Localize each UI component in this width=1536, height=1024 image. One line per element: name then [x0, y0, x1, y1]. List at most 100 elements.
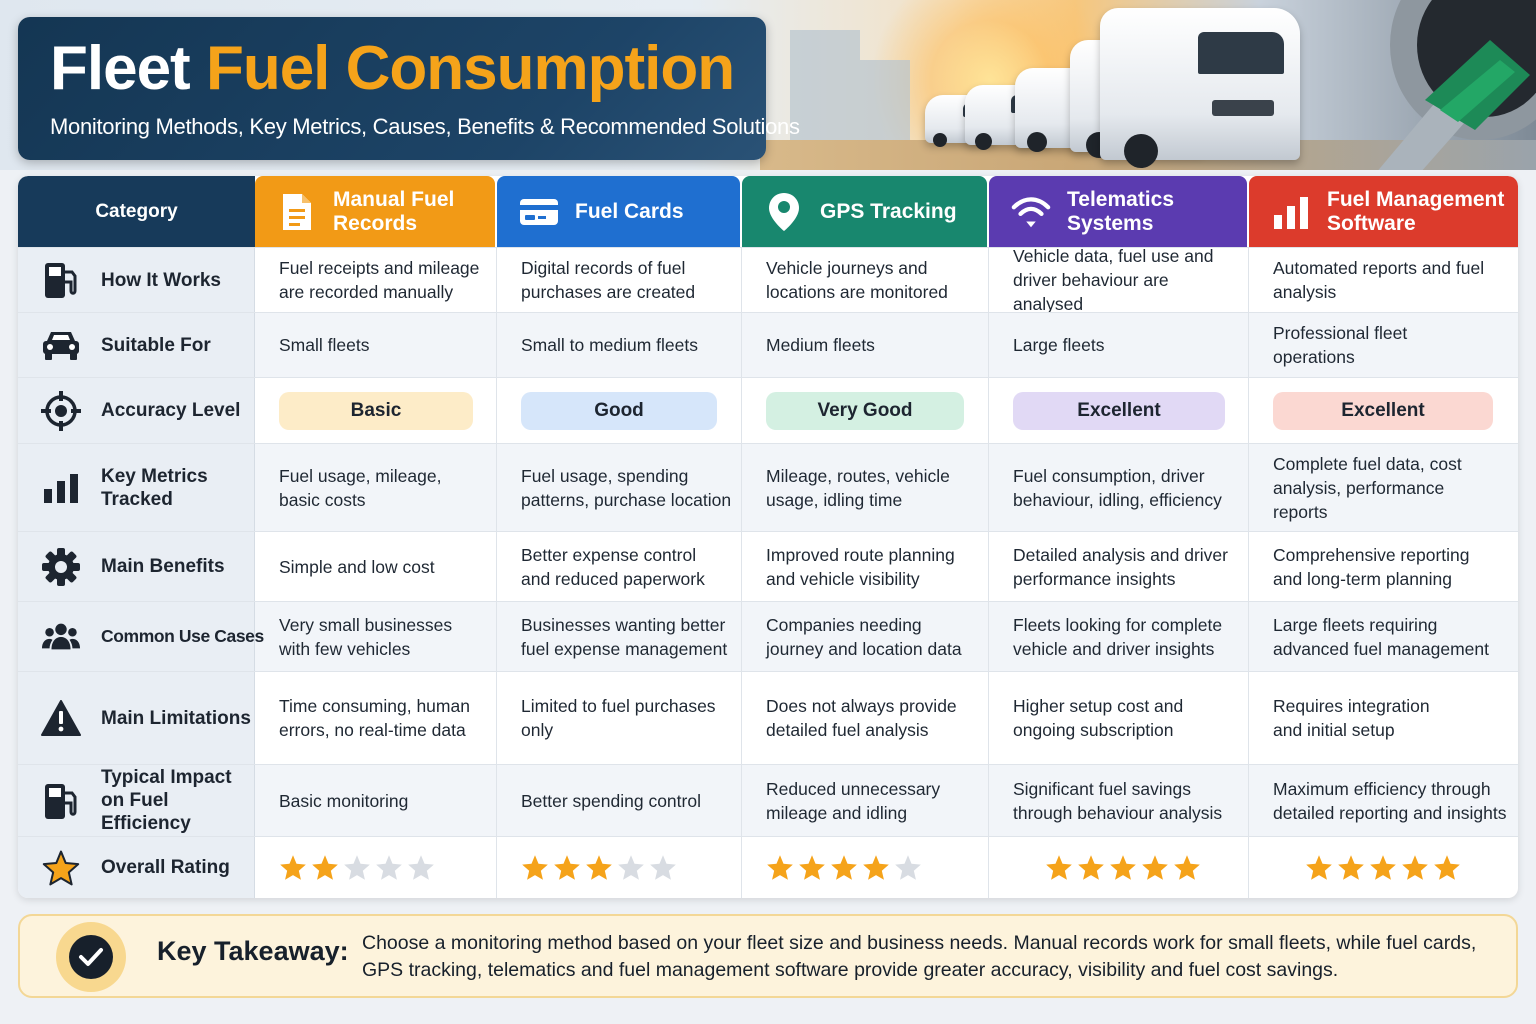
- check-icon: [69, 935, 113, 979]
- background-building: [860, 60, 910, 145]
- table-cell: Large fleets: [989, 313, 1249, 377]
- star-empty-icon: [895, 855, 921, 880]
- star-rating: [279, 854, 435, 881]
- star-filled-icon: [586, 855, 612, 880]
- row-header: Accuracy Level: [18, 378, 255, 443]
- table-row-common-use-cases: Common Use Cases Very small businesses w…: [18, 601, 1518, 671]
- table-cell: Basic: [255, 378, 497, 443]
- table-cell: Vehicle journeys and locations are monit…: [742, 248, 989, 312]
- table-cell: Simple and low cost: [255, 532, 497, 601]
- table-cell: Excellent: [1249, 378, 1518, 443]
- star-filled-icon: [831, 855, 857, 880]
- column-header-label: Manual Fuel Records: [333, 187, 455, 235]
- accuracy-badge: Very Good: [766, 391, 964, 430]
- table-cell: Time consuming, human errors, no real-ti…: [255, 672, 497, 764]
- column-header-telematics-systems: Telematics Systems: [989, 176, 1247, 247]
- star-filled-icon: [1402, 855, 1428, 880]
- star-filled-icon: [1142, 855, 1168, 880]
- table-cell: Improved route planning and vehicle visi…: [742, 532, 989, 601]
- page-subtitle: Monitoring Methods, Key Metrics, Causes,…: [50, 114, 800, 139]
- row-label: Main Benefits: [101, 556, 225, 577]
- table-cell: Professional fleet operations: [1273, 323, 1408, 367]
- title-card: Fleet Fuel Consumption Monitoring Method…: [18, 17, 800, 160]
- star-rating: [766, 854, 922, 881]
- star-filled-icon: [1370, 855, 1396, 880]
- row-label: Common Use Cases: [101, 626, 264, 646]
- table-cell: Very small businesses with few vehicles: [255, 602, 497, 671]
- star-rating: [1045, 854, 1201, 881]
- table-row-accuracy-level: Accuracy Level Basic Good Very Good Exce…: [18, 377, 1518, 443]
- check-badge: [56, 922, 126, 992]
- row-header: Common Use Cases: [18, 602, 264, 671]
- table-row-how-it-works: How It Works Fuel receipts and mileage a…: [18, 246, 1518, 314]
- row-header: How It Works: [18, 248, 255, 312]
- table-cell: Maximum efficiency through detailed repo…: [1273, 778, 1507, 823]
- star-filled-icon: [1434, 855, 1460, 880]
- gear-icon: [41, 547, 81, 587]
- document-icon: [277, 192, 317, 232]
- bar-chart-icon: [41, 473, 81, 503]
- table-cell: Comprehensive reporting and long-term pl…: [1273, 544, 1470, 589]
- takeaway-label: Key Takeaway:: [157, 936, 349, 966]
- row-label: How It Works: [101, 269, 221, 291]
- fuel-pump-icon: [41, 781, 81, 821]
- table-cell: Medium fleets: [742, 313, 989, 377]
- accuracy-badge: Excellent: [1273, 391, 1493, 430]
- table-cell: Reduced unnecessary mileage and idling: [742, 765, 989, 836]
- table-cell: Businesses wanting better fuel expense m…: [497, 602, 742, 671]
- accuracy-badge: Good: [521, 391, 717, 430]
- table-cell: [742, 837, 989, 898]
- takeaway-text: Choose a monitoring method based on your…: [362, 932, 1477, 981]
- key-takeaway-box: Key Takeaway: Choose a monitoring method…: [18, 914, 1518, 998]
- star-icon: [41, 850, 81, 886]
- table-cell: Detailed analysis and driver performance…: [989, 532, 1249, 601]
- table-cell: Better expense control and reduced paper…: [497, 532, 742, 601]
- star-rating: [521, 854, 677, 881]
- table-cell: Better spending control: [497, 765, 742, 836]
- row-header: Key Metrics Tracked: [18, 444, 255, 531]
- category-header-label: Category: [95, 200, 178, 222]
- table-row-key-metrics: Key Metrics Tracked Fuel usage, mileage,…: [18, 443, 1518, 531]
- table-cell: [255, 837, 497, 898]
- star-filled-icon: [280, 855, 306, 880]
- star-filled-icon: [312, 855, 338, 880]
- star-filled-icon: [863, 855, 889, 880]
- wifi-icon: [1011, 192, 1051, 232]
- table-cell: Small fleets: [255, 313, 497, 377]
- table-cell: Large fleets requiring advanced fuel man…: [1273, 614, 1489, 659]
- star-empty-icon: [344, 855, 370, 880]
- row-header: Main Limitations: [18, 672, 255, 764]
- title-main: Fleet: [50, 34, 191, 103]
- star-filled-icon: [522, 855, 548, 880]
- table-cell: Complete fuel data, cost analysis, perfo…: [1273, 453, 1462, 522]
- star-filled-icon: [1110, 855, 1136, 880]
- crosshair-icon: [41, 390, 81, 431]
- table-cell: Higher setup cost and ongoing subscripti…: [989, 672, 1249, 764]
- table-cell: Limited to fuel purchases only: [497, 672, 742, 764]
- star-empty-icon: [618, 855, 644, 880]
- table-cell: [497, 837, 742, 898]
- fuel-pump-icon: [41, 260, 81, 300]
- warning-icon: [41, 700, 81, 736]
- star-filled-icon: [1078, 855, 1104, 880]
- table-row-suitable-for: Suitable For Small fleets Small to mediu…: [18, 312, 1518, 377]
- row-label: Key Metrics Tracked: [101, 465, 208, 510]
- table-cell: Excellent: [989, 378, 1249, 443]
- table-row-typical-impact: Typical Impact on Fuel Efficiency Basic …: [18, 764, 1518, 836]
- category-header: Category: [18, 176, 255, 247]
- row-label: Typical Impact on Fuel Efficiency: [101, 767, 232, 834]
- row-label: Accuracy Level: [101, 400, 241, 421]
- row-header: Overall Rating: [18, 837, 255, 898]
- table-row-main-benefits: Main Benefits Simple and low cost Better…: [18, 531, 1518, 601]
- column-header-label: GPS Tracking: [820, 199, 957, 223]
- star-filled-icon: [1306, 855, 1332, 880]
- table-cell: Good: [497, 378, 742, 443]
- star-rating: [1305, 854, 1461, 881]
- star-filled-icon: [1174, 855, 1200, 880]
- column-header-manual-fuel-records: Manual Fuel Records: [255, 176, 495, 247]
- table-row-overall-rating: Overall Rating: [18, 836, 1518, 898]
- table-cell: Automated reports and fuel analysis: [1273, 258, 1485, 302]
- table-cell: Digital records of fuel purchases are cr…: [497, 248, 742, 312]
- star-empty-icon: [376, 855, 402, 880]
- map-pin-icon: [764, 192, 804, 232]
